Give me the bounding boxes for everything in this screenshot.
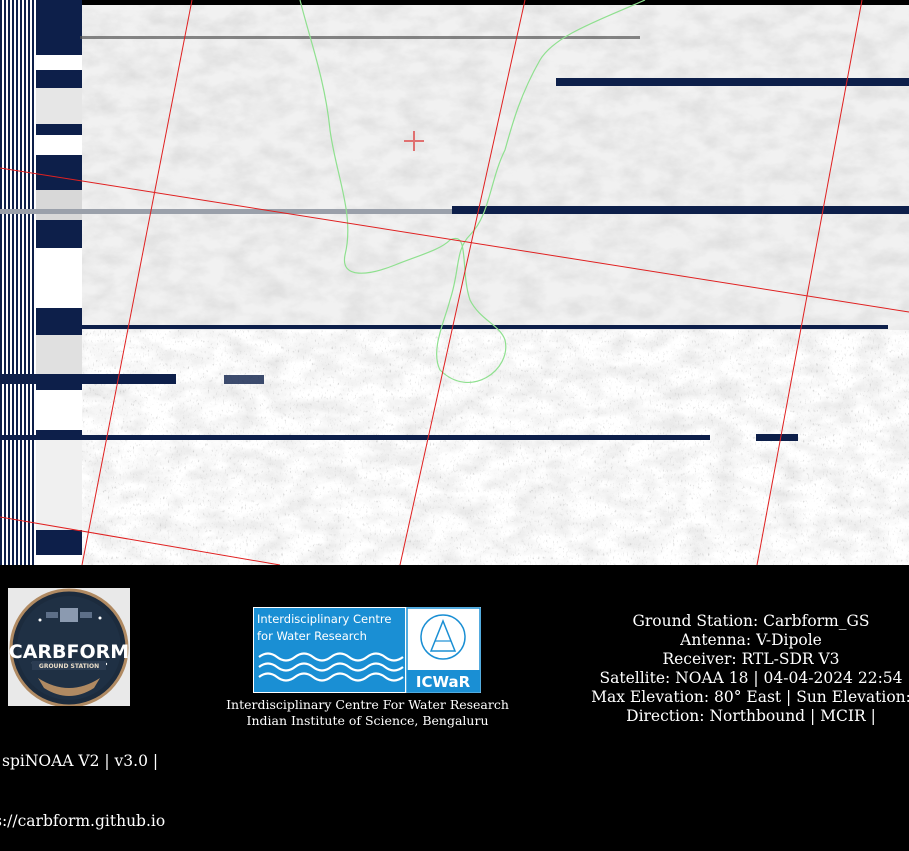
logo-main-text: CARBFORM [9,641,129,663]
sync-stripes [2,0,36,565]
website-link: s://carbform.github.io [0,812,166,830]
institute-caption-line2: Indian Institute of Science, Bengaluru [246,713,489,728]
carbform-logo: CARBFORM GROUND STATION [8,588,130,706]
footer-left-text: spiNOAA V2 | v3.0 | s://carbform.github.… [0,711,200,851]
receiver-line: Receiver: RTL-SDR V3 [662,650,840,668]
institute-caption: Interdisciplinary Centre For Water Resea… [210,697,525,729]
iisc-emblem-icon [420,614,466,660]
antenna-line: Antenna: V-Dipole [680,631,822,649]
satellite-line: Satellite: NOAA 18 | 04-04-2024 22:54 [599,669,903,687]
sync-column [0,0,82,565]
software-version: spiNOAA V2 | v3.0 | [2,752,159,770]
sync-stripe [10,0,12,565]
sync-stripe [14,0,16,565]
coastline [299,0,646,383]
cloud-dark-band [80,0,909,330]
speckle-texture [80,330,909,565]
target-marker [404,131,424,151]
station-info: Ground Station: Carbform_GS Antenna: V-D… [570,612,909,726]
direction-line: Direction: Northbound | MCIR | [626,707,876,725]
graticule [0,0,909,565]
sync-stripe [22,0,24,565]
waves-icon [258,652,404,682]
noise-bands [0,36,909,441]
satellite-image [0,0,909,565]
institute-caption-line1: Interdisciplinary Centre For Water Resea… [226,697,509,712]
logo-sub-text: GROUND STATION [39,663,99,670]
sync-stripe [6,0,8,565]
icwar-title-line2: for Water Research [257,629,367,643]
sync-stripe [18,0,20,565]
elevation-line: Max Elevation: 80° East | Sun Elevation: [591,688,909,706]
sync-stripe [2,0,4,565]
ground-station-line: Ground Station: Carbform_GS [632,612,870,630]
icwar-abbr: ICWaR [416,673,471,691]
icwar-title-line1: Interdisciplinary Centre [257,612,391,626]
icwar-logo: Interdisciplinary Centre for Water Resea… [253,607,481,693]
sync-stripe [26,0,28,565]
top-edge [0,0,909,5]
sync-stripe [34,0,36,565]
sync-stripe [30,0,32,565]
